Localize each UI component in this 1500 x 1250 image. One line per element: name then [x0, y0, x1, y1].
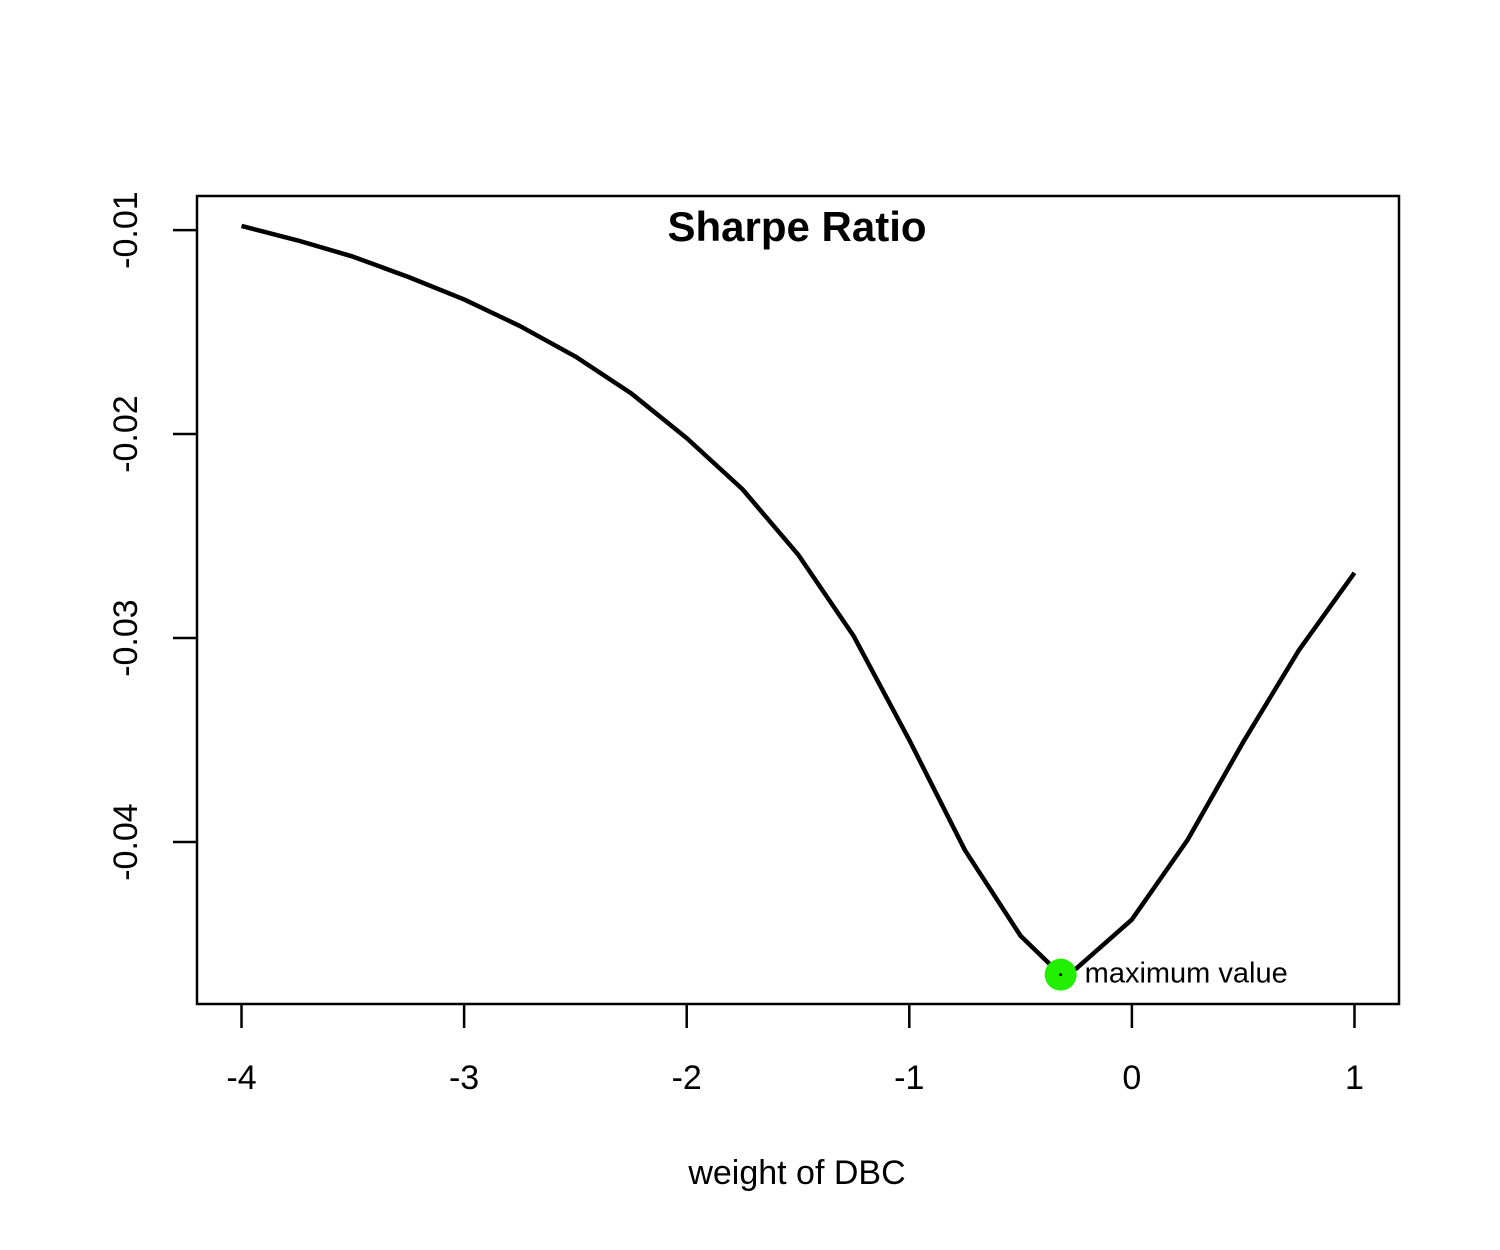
chart-title: Sharpe Ratio — [667, 203, 926, 250]
y-tick-label: -0.04 — [107, 803, 145, 881]
x-tick-label: -3 — [449, 1059, 479, 1097]
x-tick-label: 0 — [1122, 1059, 1141, 1097]
x-tick-label: -4 — [226, 1059, 256, 1097]
line-series — [240, 223, 1357, 977]
highlight-label: maximum value — [1085, 957, 1288, 989]
plot-frame — [195, 194, 1401, 1006]
x-tick-label: 1 — [1345, 1059, 1364, 1097]
x-tick-label: -2 — [672, 1059, 702, 1097]
x-axis-label: weight of DBC — [687, 1154, 905, 1192]
y-tick-label: -0.03 — [107, 599, 145, 677]
y-tick-label: -0.01 — [107, 191, 145, 269]
x-tick-label: -1 — [894, 1059, 924, 1097]
y-tick-label: -0.02 — [107, 395, 145, 473]
highlight-dot — [1059, 973, 1063, 977]
